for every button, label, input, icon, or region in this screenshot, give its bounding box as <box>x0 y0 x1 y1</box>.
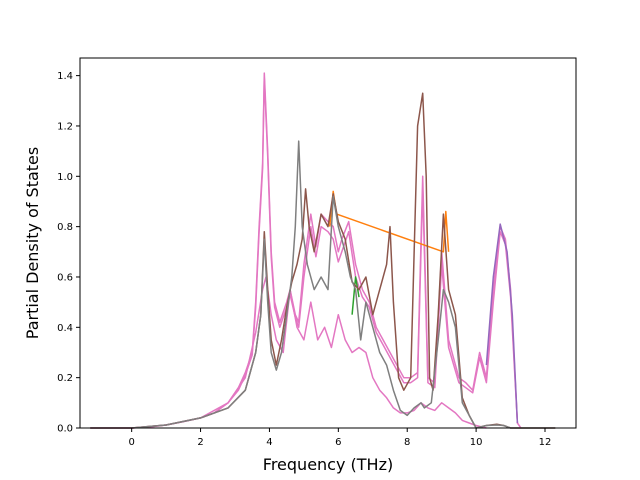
x-tick-label: 6 <box>335 437 341 448</box>
series-layer <box>90 72 556 429</box>
y-tick-label: 0.2 <box>57 373 73 384</box>
x-tick-label: 4 <box>266 437 272 448</box>
y-tick-label: 0.8 <box>57 222 73 233</box>
y-tick-label: 1.2 <box>57 121 73 132</box>
series-line-5 <box>351 276 360 315</box>
y-axis-ticks: 0.0 0.2 0.4 0.6 0.8 1.0 1.2 1.4 <box>57 71 80 435</box>
y-tick-label: 0.4 <box>57 323 73 334</box>
y-tick-label: 0.6 <box>57 272 73 283</box>
plot-area-frame <box>79 57 577 429</box>
x-tick-label: 12 <box>539 437 552 448</box>
x-axis-ticks: 0 2 4 6 8 10 12 <box>128 428 551 448</box>
y-tick-label: 1.0 <box>57 172 73 183</box>
x-tick-label: 0 <box>128 437 134 448</box>
series-line-4 <box>90 276 487 429</box>
x-tick-label: 10 <box>470 437 483 448</box>
y-tick-label: 1.4 <box>57 71 73 82</box>
series-line-3 <box>485 223 519 424</box>
x-tick-label: 2 <box>197 437 203 448</box>
x-axis-label: Frequency (THz) <box>263 455 393 474</box>
series-line-8 <box>90 140 556 429</box>
x-tick-label: 8 <box>404 437 410 448</box>
y-tick-label: 0.0 <box>57 424 73 435</box>
y-axis-label: Partial Density of States <box>23 147 42 339</box>
